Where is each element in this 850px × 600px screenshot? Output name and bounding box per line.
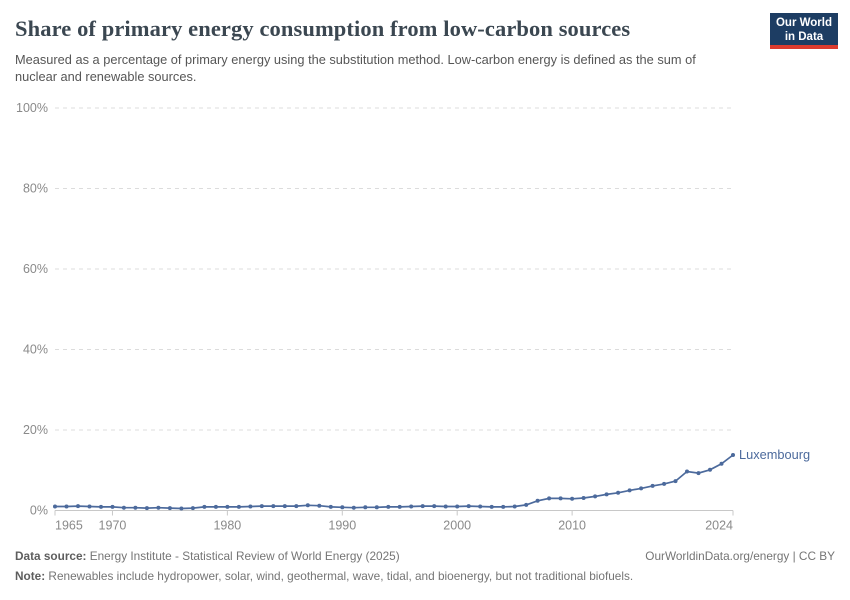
data-point-2011[interactable]	[581, 496, 586, 500]
owid-logo[interactable]: Our World in Data	[770, 13, 838, 49]
data-point-1966[interactable]	[64, 504, 69, 509]
data-point-1973[interactable]	[144, 506, 149, 511]
note-label: Note:	[15, 569, 46, 583]
chart-subtitle: Measured as a percentage of primary ener…	[15, 52, 696, 84]
data-point-1978[interactable]	[202, 504, 207, 509]
data-point-1968[interactable]	[87, 504, 92, 509]
chart-footer: Data source: Energy Institute - Statisti…	[15, 546, 835, 586]
data-point-2009[interactable]	[558, 496, 563, 501]
data-point-1999[interactable]	[443, 504, 448, 509]
data-point-1995[interactable]	[397, 504, 402, 509]
data-point-1976[interactable]	[179, 506, 184, 511]
x-tick-label-1970: 1970	[99, 519, 127, 533]
data-point-2008[interactable]	[547, 496, 552, 501]
owid-logo-line2: in Data	[784, 30, 824, 43]
y-tick-label-80: 80%	[23, 182, 48, 196]
license-link[interactable]: OurWorldinData.org/energy | CC BY	[645, 549, 835, 563]
data-point-2003[interactable]	[489, 504, 494, 509]
series-luxembourg[interactable]	[53, 453, 735, 511]
data-point-2024[interactable]	[731, 453, 735, 457]
data-point-1972[interactable]	[133, 505, 138, 510]
data-point-1985[interactable]	[282, 504, 287, 509]
data-point-1974[interactable]	[156, 505, 161, 510]
data-point-1980[interactable]	[225, 504, 230, 509]
data-point-2000[interactable]	[455, 504, 460, 509]
data-point-2007[interactable]	[535, 498, 540, 503]
data-point-2023[interactable]	[719, 461, 724, 466]
x-tick-label-1965: 1965	[55, 519, 83, 533]
entity-label[interactable]: Luxembourg	[739, 447, 810, 462]
x-tick-label-2024: 2024	[705, 519, 733, 533]
data-point-1975[interactable]	[167, 506, 172, 511]
x-tick-label-1990: 1990	[328, 519, 356, 533]
data-point-2017[interactable]	[650, 483, 655, 488]
data-point-2012[interactable]	[593, 494, 598, 499]
data-point-1993[interactable]	[374, 505, 379, 510]
data-point-1979[interactable]	[213, 504, 218, 509]
data-point-1970[interactable]	[110, 504, 115, 509]
data-point-1997[interactable]	[420, 504, 425, 509]
data-source-text: Data source: Energy Institute - Statisti…	[15, 549, 400, 563]
data-point-2021[interactable]	[696, 471, 701, 476]
data-point-2004[interactable]	[501, 504, 506, 509]
data-point-1996[interactable]	[409, 504, 414, 509]
data-point-1981[interactable]	[236, 504, 241, 509]
data-point-1998[interactable]	[432, 504, 437, 509]
note-text: Note: Renewables include hydropower, sol…	[15, 569, 634, 583]
y-tick-label-20: 20%	[23, 423, 48, 437]
data-point-1982[interactable]	[248, 504, 253, 509]
y-tick-label-60: 60%	[23, 262, 48, 276]
x-tick-label-2000: 2000	[443, 519, 471, 533]
data-source-label: Data source:	[15, 549, 87, 563]
y-tick-label-0: 0%	[30, 504, 48, 518]
data-point-1986[interactable]	[294, 504, 299, 509]
data-point-1989[interactable]	[328, 504, 333, 509]
data-point-1992[interactable]	[363, 505, 368, 510]
data-point-1971[interactable]	[121, 505, 126, 510]
data-point-2019[interactable]	[673, 479, 678, 484]
data-point-1983[interactable]	[259, 504, 264, 509]
data-point-1967[interactable]	[76, 504, 80, 509]
data-point-2014[interactable]	[616, 490, 621, 495]
data-point-1987[interactable]	[305, 503, 310, 508]
data-point-2001[interactable]	[466, 504, 471, 509]
data-line[interactable]	[55, 454, 734, 510]
data-point-2013[interactable]	[604, 492, 609, 497]
data-point-1977[interactable]	[190, 506, 195, 511]
data-point-1969[interactable]	[99, 504, 103, 509]
data-point-2018[interactable]	[662, 481, 667, 486]
data-point-1965[interactable]	[53, 504, 57, 509]
data-point-1990[interactable]	[340, 505, 345, 510]
data-point-1991[interactable]	[351, 505, 356, 510]
data-point-2015[interactable]	[627, 488, 632, 493]
owid-logo-line1: Our World	[775, 17, 832, 29]
x-tick-label-2010: 2010	[558, 519, 586, 533]
data-point-2010[interactable]	[570, 496, 575, 501]
data-point-1994[interactable]	[386, 504, 391, 509]
y-tick-label-100: 100%	[16, 101, 48, 115]
page-title: Share of primary energy consumption from…	[15, 16, 631, 41]
data-point-2006[interactable]	[524, 502, 529, 507]
data-point-2005[interactable]	[512, 504, 517, 509]
data-point-1984[interactable]	[271, 504, 276, 509]
data-point-2016[interactable]	[639, 486, 644, 491]
data-point-1988[interactable]	[317, 503, 322, 508]
data-point-2022[interactable]	[708, 467, 712, 472]
data-point-2020[interactable]	[685, 469, 689, 474]
x-tick-label-1980: 1980	[213, 519, 241, 533]
data-point-2002[interactable]	[478, 504, 483, 509]
y-tick-label-40: 40%	[23, 343, 48, 357]
